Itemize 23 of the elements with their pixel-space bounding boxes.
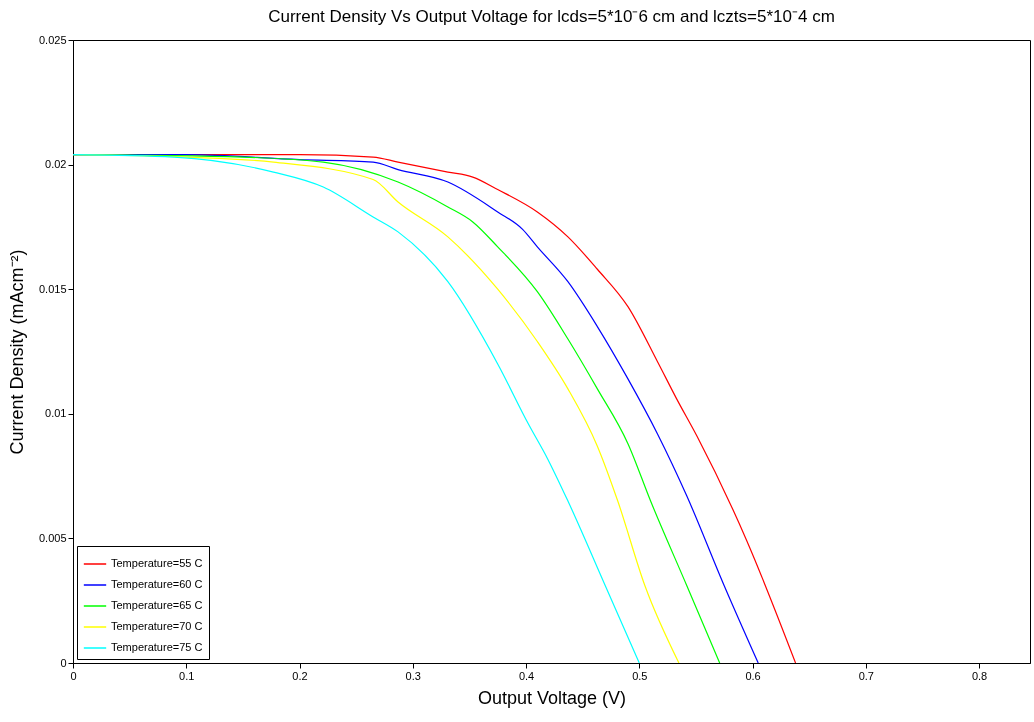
x-tick-label: 0.8 xyxy=(971,669,988,682)
legend-label: Temperature=75 C xyxy=(111,641,203,653)
x-tick-label: 0 xyxy=(70,669,77,682)
y-tick-label: 0.005 xyxy=(38,531,67,544)
x-axis-title: Output Voltage (V) xyxy=(477,687,627,708)
x-tick-label: 0.4 xyxy=(518,669,535,682)
y-tick-label: 0.015 xyxy=(38,282,67,295)
x-tick-label: 0.2 xyxy=(292,669,308,682)
x-tick-label: 0.1 xyxy=(179,669,195,682)
legend-label: Temperature=55 C xyxy=(111,557,203,569)
y-tick-label: 0.025 xyxy=(38,33,67,46)
chart-title: Current Density Vs Output Voltage for lcds=5*10⁻6 cm and lczts=5*10⁻4 cm xyxy=(268,7,835,26)
x-tick-label: 0.6 xyxy=(745,669,761,682)
y-tick-label: 0.02 xyxy=(45,158,67,171)
y-tick-label: 0.01 xyxy=(45,407,67,420)
y-tick-label: 0 xyxy=(60,656,67,669)
legend-label: Temperature=65 C xyxy=(111,599,203,611)
y-axis-title: Current Density (mAcm⁻²) xyxy=(6,249,27,455)
x-tick-label: 0.7 xyxy=(858,669,874,682)
x-tick-label: 0.5 xyxy=(632,669,648,682)
legend-label: Temperature=70 C xyxy=(111,620,203,632)
x-tick-label: 0.3 xyxy=(405,669,421,682)
legend-label: Temperature=60 C xyxy=(111,578,203,590)
